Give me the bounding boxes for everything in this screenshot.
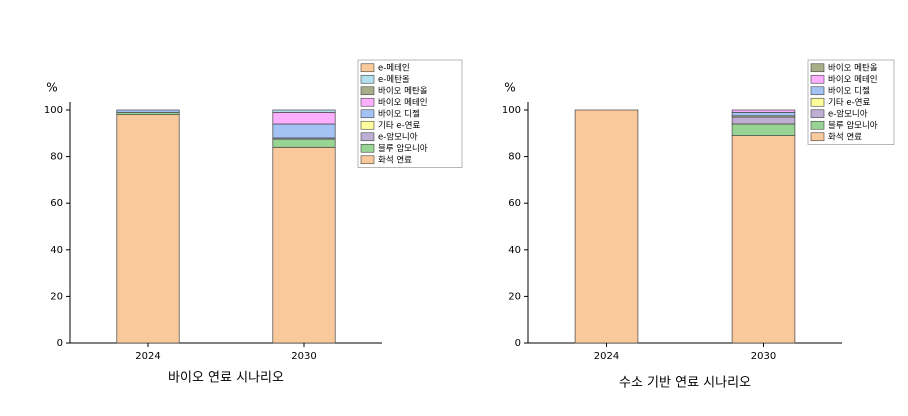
y-tick-label: 40 [508, 245, 521, 256]
legend-swatch [810, 74, 825, 84]
bar-segment [272, 146, 336, 344]
bar-segment [731, 111, 796, 117]
legend-label: 기타 e-연료 [828, 98, 870, 108]
bar-segment [731, 116, 796, 125]
legend-label: e-암모니아 [828, 108, 868, 119]
legend-label: e-메테인 [378, 62, 410, 73]
legend-label: 블루 암모니아 [378, 143, 428, 154]
y-tick-label: 80 [508, 152, 521, 163]
bar-segment [731, 109, 796, 113]
legend-label: 화석 연료 [828, 131, 862, 142]
legend-label: 화석 연료 [378, 154, 412, 165]
y-tick-label: 40 [50, 245, 63, 256]
chart-title: 바이오 연료 시나리오 [168, 371, 284, 386]
bar-segment [574, 109, 639, 344]
legend-label: 바이오 디젤 [378, 108, 420, 119]
bar-segment [731, 123, 796, 136]
x-tick-label: 2030 [751, 351, 776, 362]
bar-segment [272, 123, 336, 139]
legend-swatch [360, 74, 375, 84]
legend-swatch [810, 120, 825, 130]
bar-segment [272, 138, 336, 148]
bar-segment [272, 111, 336, 125]
legend-label: e-암모니아 [378, 131, 418, 142]
legend-label: 기타 e-연료 [378, 121, 420, 131]
legend-swatch [360, 120, 375, 130]
legend-label: 바이오 메테인 [378, 97, 428, 108]
legend-swatch [360, 155, 375, 165]
y-tick-label: 60 [508, 198, 521, 209]
bar-segment [731, 135, 796, 344]
y-axis-label: % [504, 81, 515, 95]
legend-swatch [360, 63, 375, 73]
legend-swatch [810, 132, 825, 142]
bar-segment [116, 109, 180, 113]
legend-box [357, 59, 463, 168]
legend-swatch [810, 97, 825, 107]
legend-swatch [810, 63, 825, 73]
legend-swatch [360, 143, 375, 153]
legend-label: 바이오 메탄올 [378, 85, 428, 96]
chart-title: 수소 기반 연료 시나리오 [619, 376, 751, 391]
y-tick-label: 20 [508, 291, 521, 302]
y-tick-label: 0 [515, 338, 521, 349]
legend-label: 바이오 디젤 [828, 85, 870, 96]
legend-swatch [810, 86, 825, 96]
x-tick-label: 2024 [135, 351, 160, 362]
legend-label: 바이오 메테인 [828, 74, 878, 85]
y-axis-label: % [46, 81, 57, 95]
x-tick-label: 2024 [594, 351, 619, 362]
legend-label: 블루 암모니아 [828, 120, 878, 131]
legend-label: 바이오 메탄올 [828, 62, 878, 73]
legend-swatch [360, 97, 375, 107]
legend-swatch [360, 109, 375, 119]
y-tick-label: 20 [50, 291, 63, 302]
y-tick-label: 0 [57, 338, 63, 349]
legend-swatch [360, 132, 375, 142]
y-tick-label: 100 [502, 105, 521, 116]
bar-segment [272, 109, 336, 113]
x-tick-label: 2030 [291, 351, 316, 362]
y-tick-label: 100 [44, 105, 63, 116]
legend-swatch [810, 109, 825, 119]
legend-swatch [360, 86, 375, 96]
y-tick-label: 80 [50, 152, 63, 163]
legend-label: e-메탄올 [378, 74, 410, 85]
bar-segment [116, 114, 180, 344]
y-tick-label: 60 [50, 198, 63, 209]
